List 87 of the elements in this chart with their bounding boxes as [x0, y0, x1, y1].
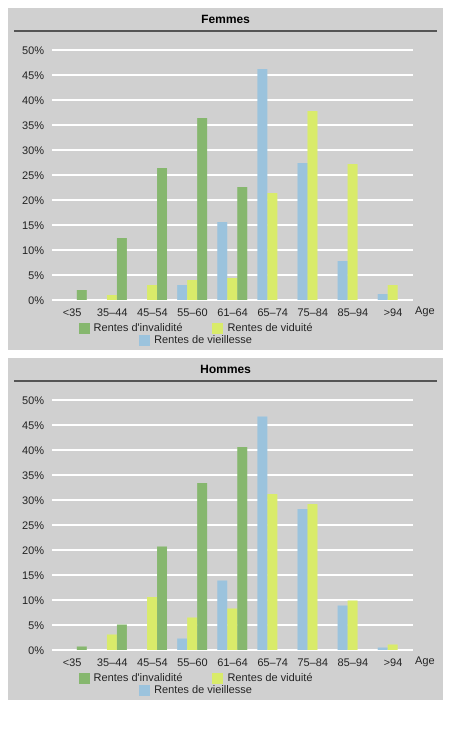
- x-tick-label: 85–94: [338, 306, 368, 319]
- x-tick-label: <35: [62, 306, 82, 319]
- y-tick-label: 30%: [22, 144, 44, 157]
- y-tick-label: 45%: [22, 70, 44, 82]
- x-tick-label: 35–44: [96, 656, 128, 669]
- bar: [388, 644, 398, 650]
- y-tick-label: 40%: [22, 444, 44, 457]
- bar: [187, 280, 198, 300]
- y-tick-label: 10%: [22, 594, 44, 607]
- y-tick-label: 45%: [22, 420, 44, 432]
- x-tick-label: <35: [62, 656, 82, 669]
- legend-label: Rentes d'invalidité: [94, 322, 182, 334]
- bar: [267, 193, 278, 300]
- y-tick-label: 5%: [28, 270, 44, 282]
- x-tick-label: 85–94: [338, 656, 368, 669]
- bar: [307, 504, 318, 650]
- legend-label: Rentes de viduité: [227, 322, 312, 334]
- bar: [257, 416, 268, 650]
- y-tick-label: 10%: [22, 244, 44, 257]
- bar: [297, 163, 308, 300]
- bar: [237, 187, 248, 300]
- x-axis-title: Age: [415, 304, 435, 317]
- y-tick-label: 15%: [22, 220, 44, 232]
- bar: [388, 285, 398, 300]
- y-tick-label: 50%: [22, 44, 44, 57]
- bar: [187, 618, 198, 650]
- legend-label: Rentes de viduité: [227, 672, 312, 684]
- y-tick-label: 0%: [28, 644, 44, 657]
- bar: [227, 278, 238, 300]
- bar: [338, 606, 348, 650]
- x-tick-label: 75–84: [297, 656, 328, 669]
- bar: [217, 580, 228, 650]
- bar: [106, 295, 117, 300]
- y-tick-label: 20%: [22, 194, 44, 207]
- bar: [76, 646, 87, 650]
- x-tick-label: 45–54: [136, 306, 168, 319]
- x-tick-label: 75–84: [297, 306, 328, 319]
- chart-title: Hommes: [14, 358, 437, 382]
- legend-label: Rentes d'invalidité: [94, 672, 182, 684]
- x-axis-title: Age: [415, 654, 435, 667]
- x-tick-label: 65–74: [257, 306, 288, 319]
- bar: [147, 285, 158, 300]
- bar: [267, 494, 278, 650]
- bar: [116, 238, 127, 300]
- y-tick-label: 5%: [28, 620, 44, 632]
- y-tick-label: 35%: [22, 120, 44, 132]
- bar: [106, 634, 117, 650]
- bar: [348, 164, 358, 300]
- x-tick-label: >94: [384, 656, 402, 669]
- bar: [257, 69, 268, 300]
- bar: [307, 111, 318, 300]
- x-tick-label: 55–60: [177, 306, 208, 319]
- x-tick-label: 35–44: [96, 306, 128, 319]
- bar: [157, 168, 168, 300]
- bar: [338, 261, 348, 300]
- x-tick-label: 65–74: [257, 656, 288, 669]
- bar: [297, 509, 308, 650]
- bar: [177, 638, 188, 650]
- y-tick-label: 40%: [22, 94, 44, 107]
- bar: [227, 608, 238, 650]
- bar: [76, 290, 87, 300]
- legend-label: Rentes de vieillesse: [154, 334, 252, 346]
- bar: [197, 483, 208, 650]
- bar: [217, 222, 228, 300]
- y-tick-label: 50%: [22, 394, 44, 407]
- y-tick-label: 0%: [28, 294, 44, 307]
- y-tick-label: 25%: [22, 520, 44, 532]
- bar: [177, 285, 188, 300]
- bar: [237, 447, 248, 650]
- bar: [157, 546, 168, 650]
- bar: [348, 600, 358, 650]
- y-tick-label: 35%: [22, 470, 44, 482]
- x-tick-label: 45–54: [136, 656, 168, 669]
- bar: [116, 624, 127, 650]
- y-tick-label: 15%: [22, 570, 44, 582]
- x-tick-label: 61–64: [217, 306, 248, 319]
- x-tick-label: 61–64: [217, 656, 248, 669]
- y-tick-label: 25%: [22, 170, 44, 182]
- y-tick-label: 30%: [22, 494, 44, 507]
- x-tick-label: 55–60: [177, 656, 208, 669]
- bar: [147, 597, 158, 650]
- y-tick-label: 20%: [22, 544, 44, 557]
- x-tick-label: >94: [384, 306, 402, 319]
- bar: [197, 118, 208, 300]
- chart-title: Femmes: [14, 8, 437, 32]
- bar: [378, 294, 388, 300]
- legend-label: Rentes de vieillesse: [154, 684, 252, 696]
